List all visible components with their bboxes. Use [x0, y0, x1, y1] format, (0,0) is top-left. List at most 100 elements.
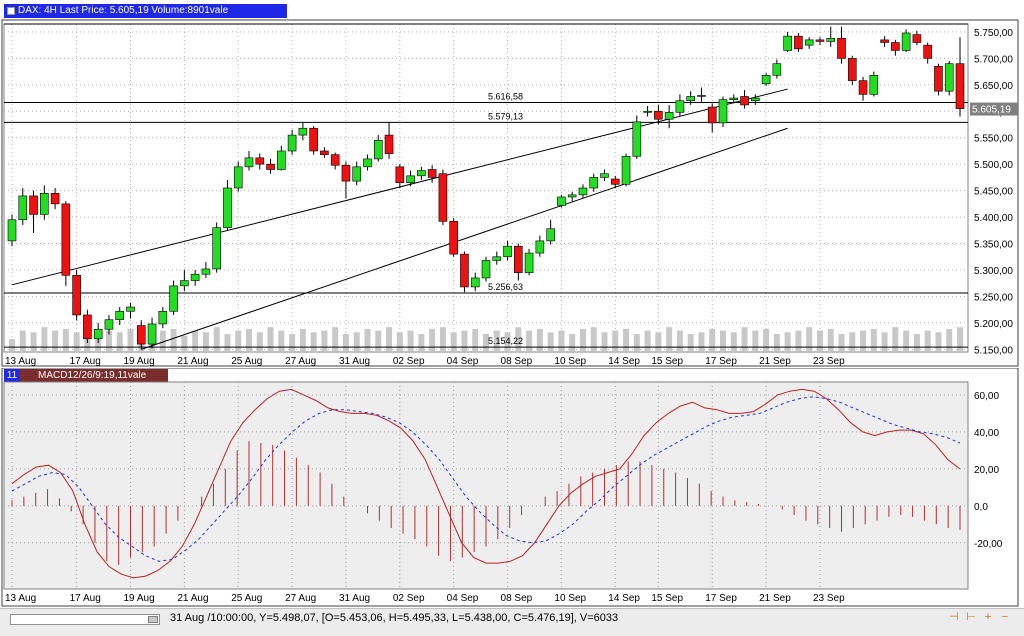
y-tick-label: 5.400,00	[974, 213, 1013, 224]
status-bar: 31 Aug /10:00:00, Y=5.498,07, [O=5.453,0…	[0, 608, 1024, 636]
x-tick-label: 31 Aug	[339, 356, 370, 367]
candle-body	[772, 63, 782, 76]
y-tick-label: 5.250,00	[974, 292, 1013, 303]
scroll-right-icon[interactable]: ⊢	[966, 611, 976, 623]
level-label: 5.256,63	[488, 282, 523, 292]
x-tick-label: 02 Sep	[393, 356, 425, 367]
volume-bar	[418, 334, 425, 351]
volume-bar	[483, 334, 489, 351]
candle-body	[901, 32, 911, 51]
macd-chart[interactable]: 60,00 40,00 20,00 0,0 -20,00 13 Aug 17 Aug 19 A…	[0, 368, 1024, 608]
macd-x-tick-label: 27 Aug	[285, 593, 316, 604]
candle-body	[621, 155, 631, 185]
volume-bar	[752, 330, 759, 351]
volume-bar	[870, 328, 877, 351]
volume-bar	[881, 332, 888, 351]
y-tick-label: 5.300,00	[974, 266, 1013, 277]
macd-panel-title-bar[interactable]: 11 MACD12/26/9:19,11vale	[4, 369, 168, 383]
volume-bar	[181, 335, 188, 351]
signal-line	[11, 396, 961, 562]
volume-bar	[892, 327, 899, 351]
candle-body	[50, 192, 60, 205]
candle-body	[578, 187, 588, 196]
candle-body	[632, 121, 642, 157]
volume-bar	[52, 330, 59, 351]
price-chart[interactable]: 5.750,005.700,005.650,005.600,005.550,00…	[0, 0, 1024, 368]
candle-body	[201, 268, 211, 275]
macd-tab-number: 11	[4, 369, 20, 383]
volume-bar	[806, 327, 813, 351]
volume-bar	[633, 334, 640, 351]
candle-body	[535, 240, 545, 254]
candle-body	[352, 166, 362, 182]
zoom-in-icon[interactable]: +	[984, 611, 992, 623]
volume-bar	[364, 328, 371, 351]
last-price-label: 5.605,19	[972, 105, 1011, 116]
candle-body	[944, 63, 954, 92]
candle-body	[233, 166, 243, 189]
macd-panel: 11 MACD12/26/9:19,11vale 60,00 40,00 20,00…	[0, 368, 1024, 608]
macd-panel-title: MACD12/26/9:19,11vale	[38, 370, 147, 381]
volume-bar	[235, 330, 242, 351]
volume-bar	[666, 327, 673, 351]
candle-body	[169, 285, 178, 312]
candle-body	[341, 164, 351, 182]
candle-body	[244, 157, 254, 168]
candle-body	[514, 245, 523, 273]
plot-area	[3, 23, 969, 353]
macd-y-tick-label: 40,00	[974, 428, 999, 439]
candle-body	[718, 99, 728, 124]
volume-bar	[342, 334, 349, 351]
macd-x-tick-label: 23 Sep	[813, 593, 845, 604]
volume-bar	[849, 332, 856, 351]
volume-bar	[472, 328, 479, 351]
candle-body	[546, 228, 555, 242]
volume-bar	[590, 327, 597, 351]
macd-x-tick-label: 04 Sep	[447, 593, 479, 604]
volume-bar	[569, 334, 576, 351]
candle-body	[104, 319, 114, 330]
scrollbar-thumb[interactable]	[148, 616, 158, 623]
price-panel-title-bar[interactable]: DAX: 4H Last Price: 5.605,19 Volume:8901…	[4, 4, 287, 18]
candle-body	[934, 66, 943, 92]
volume-bar	[709, 328, 716, 351]
volume-bar	[655, 332, 662, 351]
candle-body	[438, 173, 448, 222]
macd-line	[11, 388, 961, 579]
scroll-left-icon[interactable]: ⊣	[949, 611, 959, 623]
volume-bar	[429, 328, 436, 351]
volume-bar	[19, 330, 26, 351]
x-tick-label: 27 Aug	[285, 356, 316, 367]
candle-body	[158, 310, 168, 325]
x-tick-label: 04 Sep	[447, 356, 479, 367]
y-tick-label: 5.350,00	[974, 240, 1013, 251]
x-tick-label: 08 Sep	[501, 356, 533, 367]
y-tick-label: 5.650,00	[974, 81, 1013, 92]
volume-bar	[267, 327, 274, 351]
horizontal-scrollbar[interactable]	[10, 614, 160, 625]
volume-bar	[321, 330, 328, 351]
candle-body	[664, 112, 674, 120]
volume-bar	[41, 327, 48, 351]
candle-body	[675, 100, 685, 113]
y-tick-label: 5.700,00	[974, 54, 1013, 65]
macd-x-tick-label: 17 Aug	[70, 593, 101, 604]
volume-bar	[127, 328, 134, 351]
candle-body	[815, 39, 825, 42]
volume-bar	[601, 332, 608, 351]
zoom-out-icon[interactable]: −	[1001, 611, 1009, 623]
volume-bar	[439, 327, 446, 351]
volume-bar	[795, 330, 802, 351]
candle-body	[18, 195, 28, 221]
x-tick-label: 17 Aug	[70, 356, 101, 367]
y-tick-label: 5.450,00	[974, 187, 1013, 198]
x-tick-label: 17 Sep	[705, 356, 737, 367]
candle-body	[266, 163, 275, 170]
candle-body	[126, 306, 135, 312]
level-label: 5.154,22	[488, 336, 523, 346]
candle-body	[93, 328, 103, 340]
volume-bar	[213, 327, 220, 351]
candle-body	[707, 106, 717, 124]
volume-bar	[493, 330, 500, 351]
candle-body	[470, 277, 480, 288]
